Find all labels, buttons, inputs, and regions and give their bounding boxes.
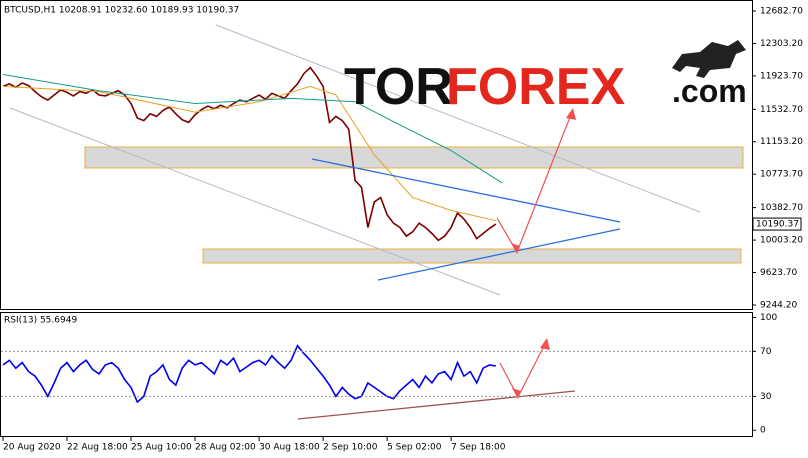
y-tick-label: 12303.20 bbox=[760, 39, 803, 49]
x-tick-label: 5 Sep 02:00 bbox=[387, 443, 442, 453]
price-header: BTCUSD,H1 10208.91 10232.60 10189.93 101… bbox=[4, 6, 239, 16]
y-tick-label: 11153.20 bbox=[760, 137, 803, 147]
channel-line bbox=[9, 107, 501, 296]
x-tick-label: 30 Aug 18:00 bbox=[259, 443, 320, 453]
trend-line bbox=[311, 158, 621, 223]
x-tick-label: 22 Aug 18:00 bbox=[67, 443, 128, 453]
y-tick-label: 100 bbox=[760, 313, 777, 323]
series-line bbox=[2, 85, 497, 222]
x-tick-label: 2 Sep 10:00 bbox=[323, 443, 378, 453]
trend-line bbox=[377, 228, 621, 281]
arrow-head bbox=[540, 338, 550, 350]
y-tick-label: 30 bbox=[760, 392, 772, 402]
y-tick-label: 9244.20 bbox=[760, 300, 797, 310]
support-zone bbox=[202, 248, 742, 264]
last-price-tag bbox=[752, 217, 802, 231]
series-line bbox=[2, 74, 503, 184]
y-tick-label: 70 bbox=[760, 347, 772, 357]
y-tick-label: 9623.70 bbox=[760, 268, 797, 278]
rsi-trend-line bbox=[297, 390, 576, 420]
y-tick-label: 10382.70 bbox=[760, 203, 803, 213]
x-tick-label: 28 Aug 02:00 bbox=[195, 443, 256, 453]
forecast-arrow bbox=[499, 341, 547, 399]
logo-forex: FOREX bbox=[446, 58, 625, 116]
y-tick-label: 10003.20 bbox=[760, 236, 803, 246]
resistance-zone bbox=[84, 146, 744, 169]
x-tick-label: 20 Aug 2020 bbox=[3, 443, 61, 453]
arrow-head bbox=[511, 243, 520, 254]
forecast-arrow bbox=[496, 111, 573, 254]
channel-line bbox=[215, 24, 701, 213]
price-pane bbox=[0, 0, 753, 310]
y-tick-label: 12682.70 bbox=[760, 6, 803, 16]
series-line bbox=[2, 344, 497, 404]
rsi-pane bbox=[0, 312, 753, 437]
arrow-head bbox=[566, 108, 576, 120]
logo-com: .com bbox=[672, 73, 747, 109]
logo-tor: TOR bbox=[344, 58, 453, 116]
x-tick-label: 25 Aug 10:00 bbox=[131, 443, 192, 453]
rsi-header: RSI(13) 55.6949 bbox=[4, 316, 77, 326]
y-tick-label: 10773.70 bbox=[760, 170, 803, 180]
y-tick-label: 0 bbox=[760, 426, 766, 436]
x-tick-label: 7 Sep 18:00 bbox=[451, 443, 506, 453]
y-tick-label: 11532.70 bbox=[760, 105, 803, 115]
logo-bull bbox=[672, 40, 746, 78]
last-price-label: 10190.37 bbox=[756, 220, 799, 230]
y-tick-label: 11923.70 bbox=[760, 71, 803, 81]
series-line bbox=[2, 66, 497, 242]
